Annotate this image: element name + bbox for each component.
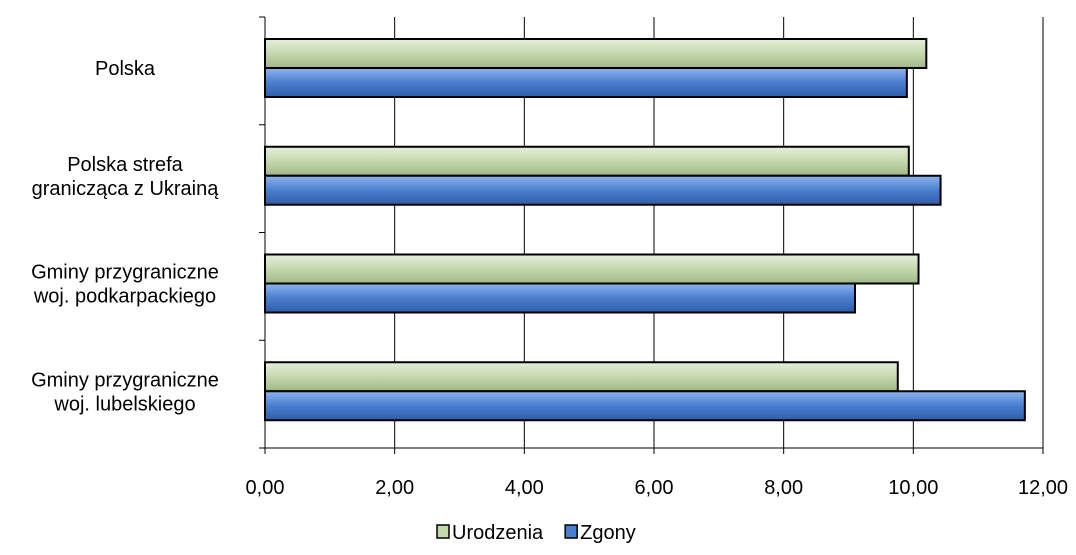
category-label: woj. podkarpackiego: [33, 286, 216, 308]
bar-zgony: [264, 174, 942, 206]
bars: [264, 38, 1026, 422]
x-tick-label: 8,00: [764, 477, 803, 499]
x-tick-label: 4,00: [505, 477, 544, 499]
legend-label-zgony: Zgony: [580, 522, 636, 544]
bar-zgony: [264, 390, 1026, 422]
x-tick-label: 10,00: [888, 477, 938, 499]
x-tick-label: 2,00: [375, 477, 414, 499]
legend-label-urodzenia: Urodzenia: [452, 522, 544, 544]
category-label: Polska: [95, 58, 156, 80]
x-tick-labels: 0,00 2,00 4,00 6,00 8,00 10,00 12,00: [246, 477, 1069, 499]
category-label: Polska strefa: [67, 154, 183, 176]
bar-zgony: [264, 282, 856, 314]
x-tick-label: 12,00: [1018, 477, 1068, 499]
bar-urodzenia: [264, 361, 899, 393]
bar-urodzenia: [264, 253, 920, 285]
legend: Urodzenia Zgony: [436, 522, 636, 544]
category-label: granicząca z Ukrainą: [32, 178, 220, 200]
bar-zgony: [264, 67, 908, 98]
category-label: Gminy przygraniczne: [31, 262, 219, 284]
x-tick-label: 6,00: [635, 477, 674, 499]
bar-urodzenia: [264, 145, 910, 177]
x-tick-label: 0,00: [246, 477, 285, 499]
legend-swatch-zgony: [564, 524, 578, 539]
axes: [259, 16, 1044, 454]
category-label: Gminy przygraniczne: [31, 369, 219, 391]
legend-swatch-urodzenia: [436, 524, 450, 539]
bar-urodzenia: [264, 38, 928, 69]
category-label: woj. lubelskiego: [53, 393, 195, 415]
